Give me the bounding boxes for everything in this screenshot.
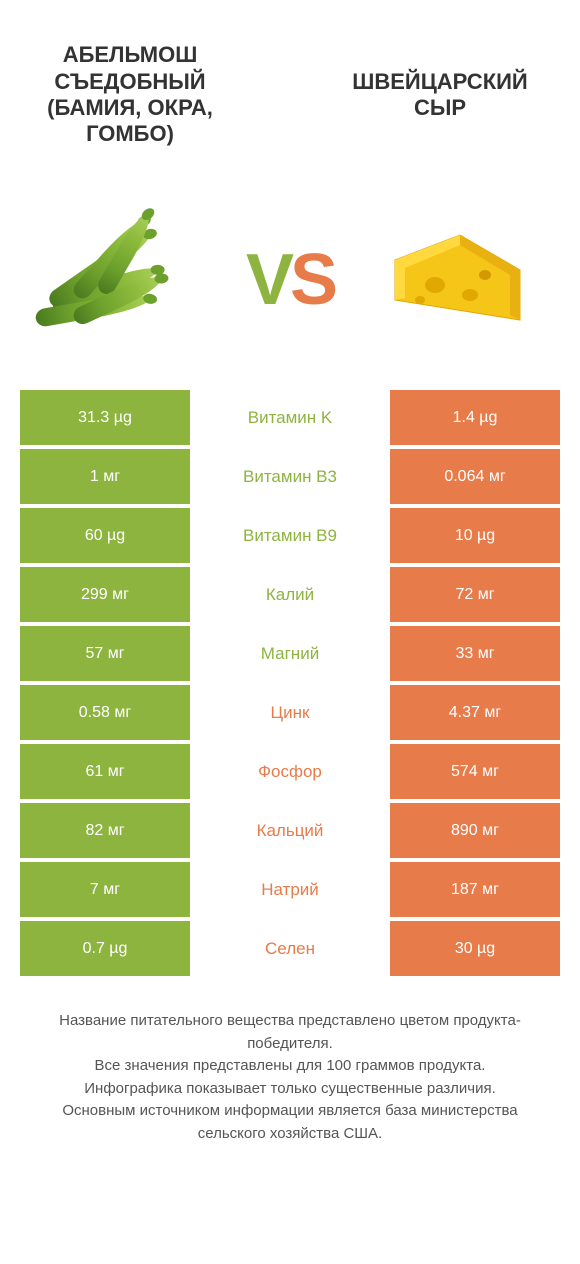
value-left: 82 мг — [20, 803, 190, 858]
value-right: 574 мг — [390, 744, 560, 799]
footer-line3: Инфографика показывает только существенн… — [30, 1078, 550, 1101]
value-right: 33 мг — [390, 626, 560, 681]
title-left: АБЕЛЬМОШ СЪЕДОБНЫЙ (БАМИЯ, ОКРА, ГОМБО) — [30, 42, 230, 148]
table-row: 0.7 µgСелен30 µg — [20, 921, 560, 976]
nutrient-name: Натрий — [190, 862, 390, 917]
table-row: 0.58 мгЦинк4.37 мг — [20, 685, 560, 740]
table-row: 61 мгФосфор574 мг — [20, 744, 560, 799]
value-right: 10 µg — [390, 508, 560, 563]
nutrient-name: Кальций — [190, 803, 390, 858]
images-row: VS — [0, 180, 580, 380]
table-row: 1 мгВитамин B30.064 мг — [20, 449, 560, 504]
footer-notes: Название питательного вещества представл… — [0, 980, 580, 1145]
value-left: 1 мг — [20, 449, 190, 504]
footer-line2: Все значения представлены для 100 граммо… — [30, 1055, 550, 1078]
table-row: 57 мгМагний33 мг — [20, 626, 560, 681]
table-row: 31.3 µgВитамин K1.4 µg — [20, 390, 560, 445]
value-left: 31.3 µg — [20, 390, 190, 445]
nutrient-name: Витамин B9 — [190, 508, 390, 563]
nutrient-name: Витамин K — [190, 390, 390, 445]
table-row: 60 µgВитамин B910 µg — [20, 508, 560, 563]
okra-image — [20, 200, 220, 360]
value-left: 61 мг — [20, 744, 190, 799]
value-right: 890 мг — [390, 803, 560, 858]
value-left: 7 мг — [20, 862, 190, 917]
value-right: 1.4 µg — [390, 390, 560, 445]
vs-v: V — [246, 240, 290, 320]
nutrient-name: Магний — [190, 626, 390, 681]
value-right: 4.37 мг — [390, 685, 560, 740]
nutrient-name: Калий — [190, 567, 390, 622]
vs-s: S — [290, 240, 334, 320]
value-right: 0.064 мг — [390, 449, 560, 504]
nutrient-name: Цинк — [190, 685, 390, 740]
value-left: 0.7 µg — [20, 921, 190, 976]
nutrient-name: Витамин B3 — [190, 449, 390, 504]
vs-label: VS — [246, 239, 334, 321]
value-left: 0.58 мг — [20, 685, 190, 740]
footer-line1: Название питательного вещества представл… — [30, 1010, 550, 1055]
value-right: 72 мг — [390, 567, 560, 622]
value-left: 60 µg — [20, 508, 190, 563]
value-right: 187 мг — [390, 862, 560, 917]
footer-line4: Основным источником информации является … — [30, 1100, 550, 1145]
value-right: 30 µg — [390, 921, 560, 976]
nutrient-table: 31.3 µgВитамин K1.4 µg1 мгВитамин B30.06… — [20, 390, 560, 976]
nutrient-name: Селен — [190, 921, 390, 976]
table-row: 299 мгКалий72 мг — [20, 567, 560, 622]
cheese-image — [360, 200, 560, 360]
table-row: 7 мгНатрий187 мг — [20, 862, 560, 917]
table-row: 82 мгКальций890 мг — [20, 803, 560, 858]
value-left: 57 мг — [20, 626, 190, 681]
value-left: 299 мг — [20, 567, 190, 622]
title-right: ШВЕЙЦАРСКИЙ СЫР — [330, 69, 550, 122]
header: АБЕЛЬМОШ СЪЕДОБНЫЙ (БАМИЯ, ОКРА, ГОМБО) … — [0, 0, 580, 180]
nutrient-name: Фосфор — [190, 744, 390, 799]
